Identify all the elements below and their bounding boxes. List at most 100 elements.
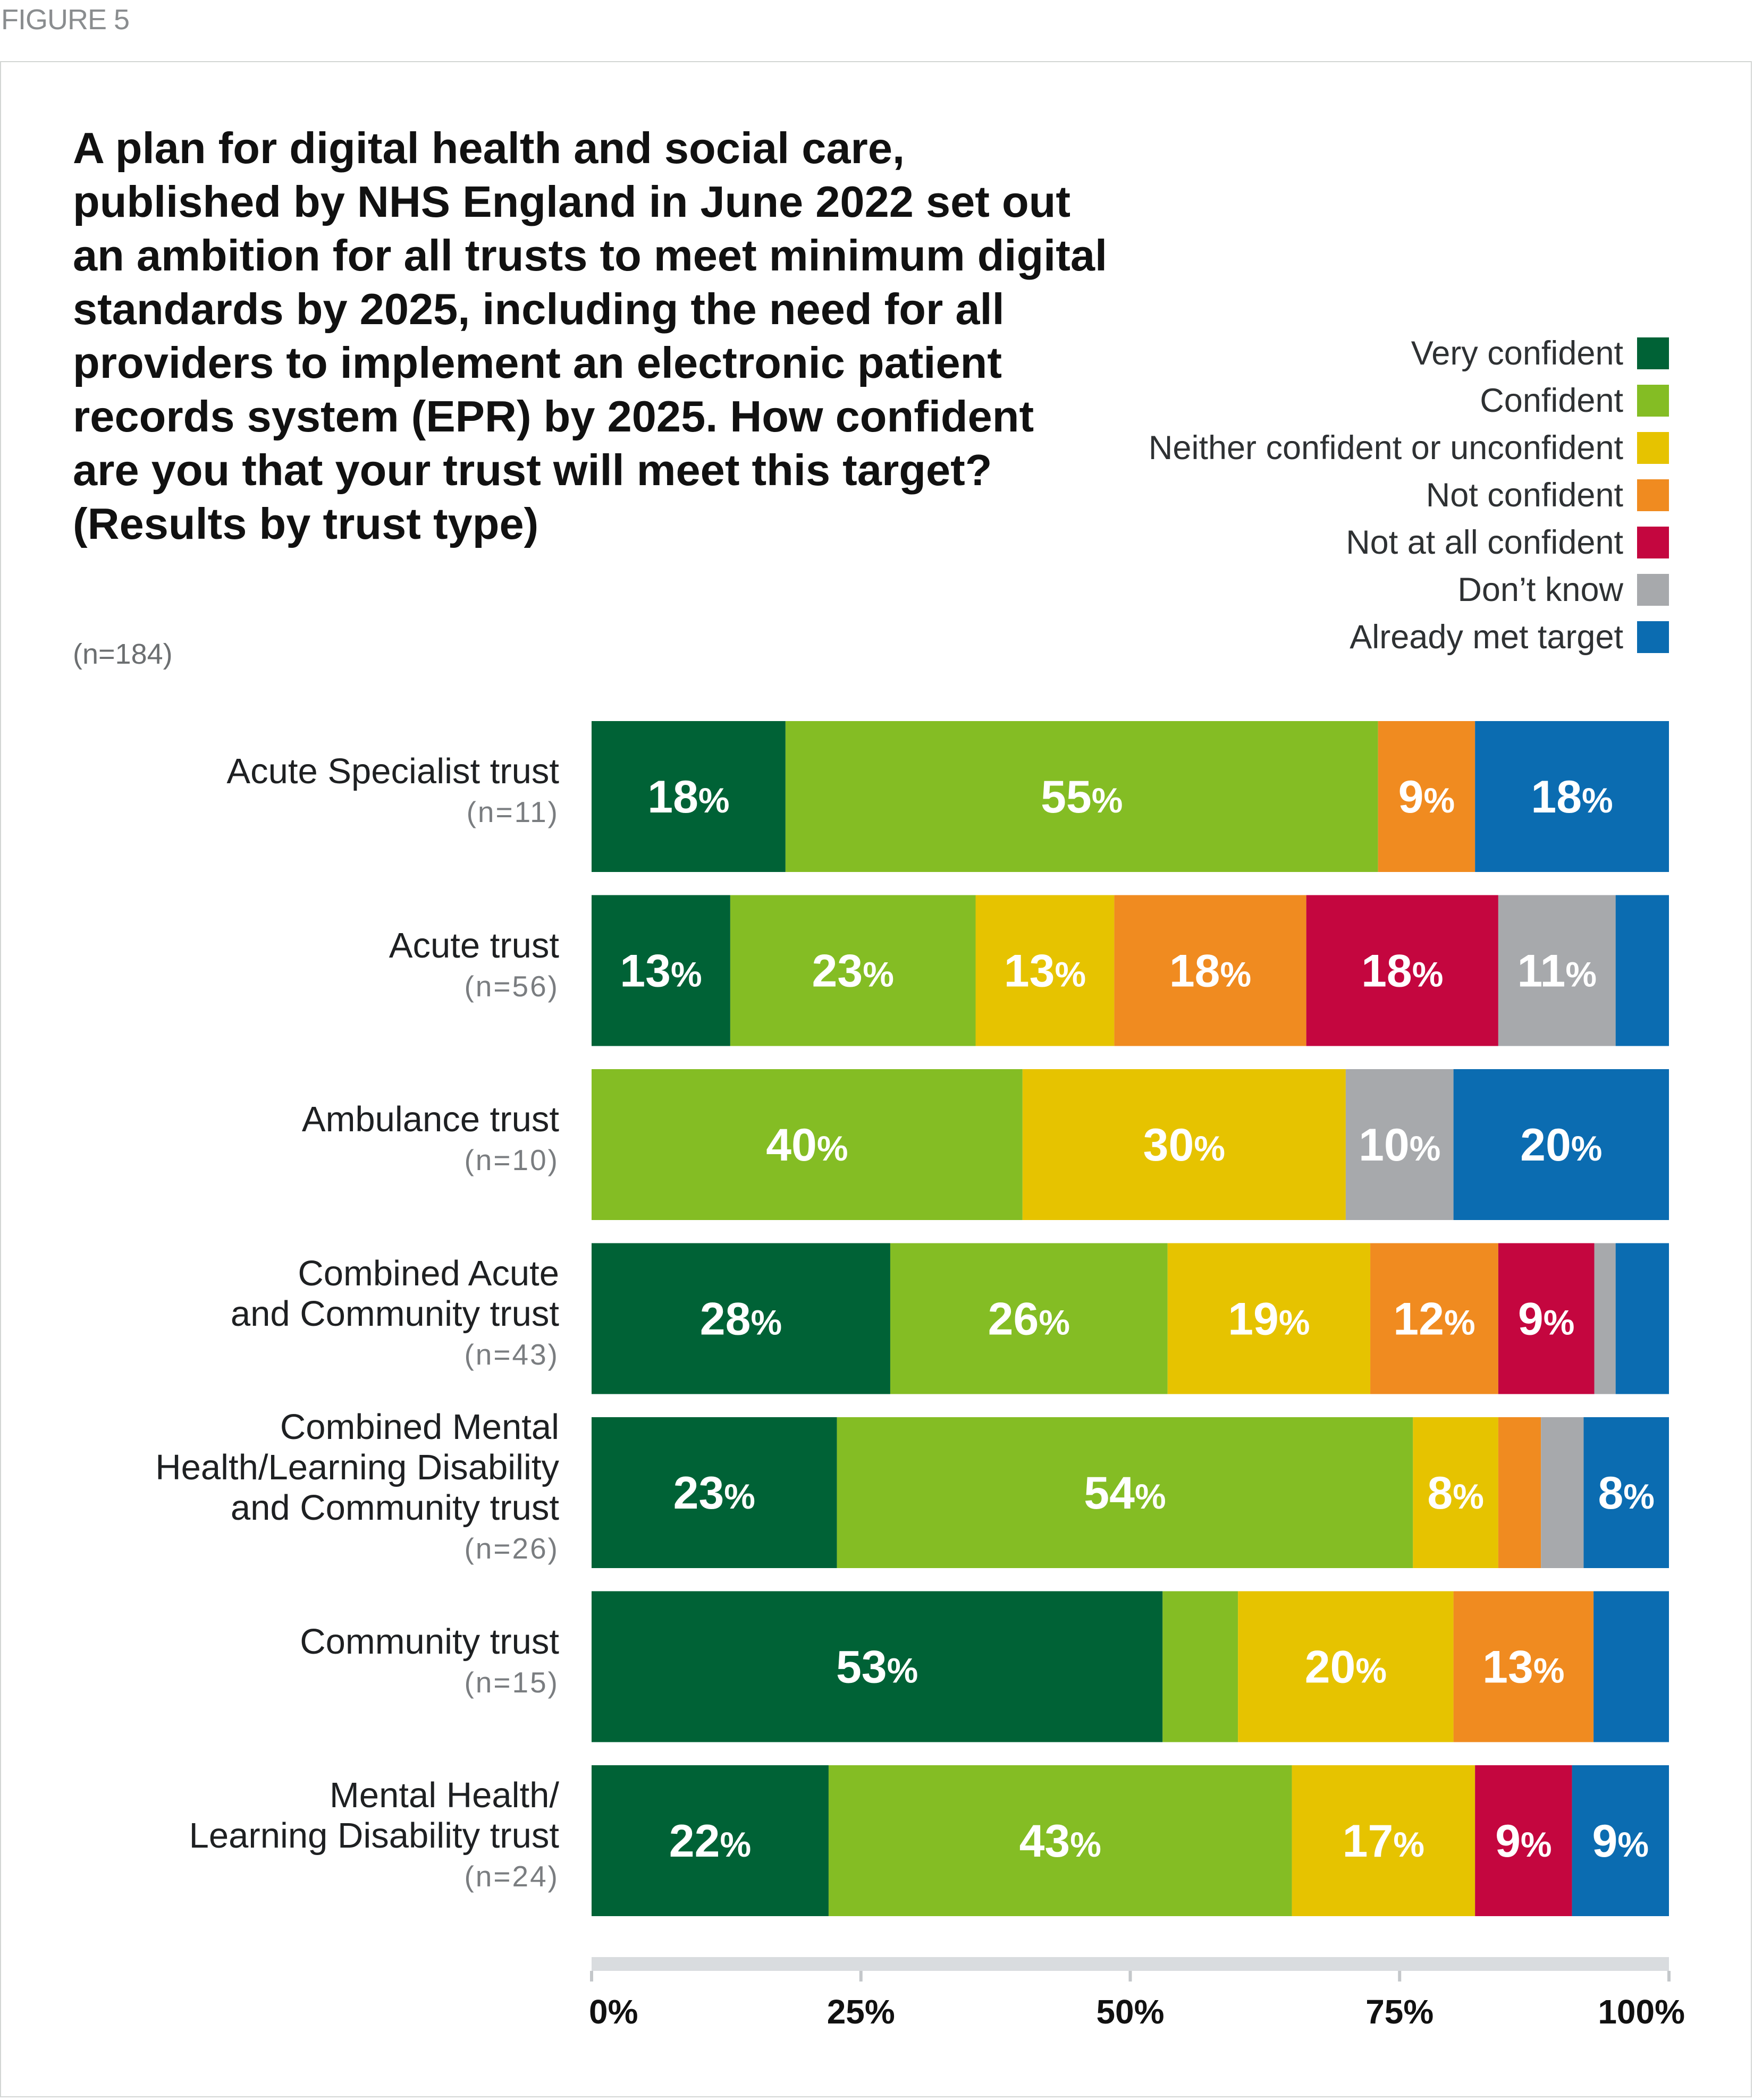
data-label: 9% — [1495, 1816, 1552, 1867]
category-label: Acute Specialist trust — [226, 751, 559, 791]
data-label: 19% — [1228, 1294, 1310, 1345]
data-label: 13% — [1004, 946, 1086, 997]
data-label: 17% — [1343, 1816, 1424, 1867]
x-tick-mark — [590, 1971, 593, 1982]
bar-segment — [592, 1765, 829, 1916]
data-label: 11% — [1517, 946, 1597, 997]
bar-segment — [1378, 721, 1475, 872]
category-sample-size: (n=24) — [464, 1860, 559, 1893]
x-tick-label: 50% — [1096, 1993, 1164, 2031]
data-label: 12% — [1393, 1294, 1475, 1345]
bar-segment — [1114, 895, 1306, 1046]
category-label: Combined Acute and Community trust — [230, 1253, 559, 1334]
data-label: 18% — [647, 772, 729, 823]
bar-segment — [592, 895, 730, 1046]
legend-swatch — [1637, 526, 1669, 558]
x-axis-line — [592, 1957, 1669, 1971]
category-label: Community trust — [300, 1621, 559, 1662]
category-sample-size: (n=43) — [464, 1337, 559, 1371]
bar-segment — [1167, 1243, 1371, 1394]
data-label: 54% — [1084, 1468, 1166, 1519]
data-label: 53% — [836, 1642, 918, 1693]
data-label: 9% — [1592, 1816, 1649, 1867]
bar-segment — [730, 895, 976, 1046]
data-label: 43% — [1019, 1816, 1101, 1867]
bar-segment — [1413, 1417, 1498, 1568]
data-label: 28% — [700, 1294, 782, 1345]
legend-item: Neither confident or unconfident — [1149, 424, 1669, 471]
bar-segment — [1475, 1765, 1572, 1916]
bar-segment — [1498, 1417, 1541, 1568]
data-label: 40% — [766, 1120, 848, 1171]
legend-item: Don’t know — [1149, 566, 1669, 613]
bar-segment — [837, 1417, 1413, 1568]
x-tick-label: 100% — [1598, 1993, 1685, 2031]
data-label: 8% — [1427, 1468, 1484, 1519]
data-label: 20% — [1305, 1642, 1387, 1693]
category-sample-size: (n=11) — [466, 795, 559, 828]
data-label: 13% — [1482, 1642, 1564, 1693]
sample-size-note: (n=184) — [73, 638, 173, 670]
data-label: 18% — [1361, 946, 1443, 997]
data-label: 22% — [669, 1816, 751, 1867]
data-label: 18% — [1169, 946, 1251, 997]
figure-label: FIGURE 5 — [1, 4, 130, 36]
legend-swatch — [1637, 573, 1669, 606]
bar-segment — [1370, 1243, 1498, 1394]
bar-segment — [785, 721, 1378, 872]
legend-label: Don’t know — [1457, 571, 1623, 608]
bar-segment — [890, 1243, 1168, 1394]
data-label: 55% — [1041, 772, 1123, 823]
bar-segment — [1453, 1069, 1669, 1220]
bar-segment — [1453, 1591, 1594, 1742]
bar-segment — [592, 721, 786, 872]
legend-swatch — [1637, 337, 1669, 369]
legend-item: Already met target — [1149, 613, 1669, 661]
data-label: 30% — [1143, 1120, 1225, 1171]
bar-segment — [1593, 1591, 1669, 1742]
figure-frame — [0, 61, 1752, 2097]
x-tick-mark — [1398, 1971, 1402, 1982]
legend-label: Not at all confident — [1346, 523, 1623, 561]
category-sample-size: (n=26) — [464, 1532, 559, 1565]
bar-segment — [592, 1069, 1023, 1220]
data-label: 10% — [1359, 1120, 1440, 1171]
data-label: 20% — [1520, 1120, 1602, 1171]
bar-segment — [1475, 721, 1669, 872]
x-tick-mark — [1128, 1971, 1132, 1982]
legend-label: Very confident — [1411, 334, 1623, 372]
x-tick-label: 0% — [589, 1993, 638, 2031]
bar-segment — [1022, 1069, 1346, 1220]
bar-segment — [828, 1765, 1292, 1916]
legend-swatch — [1637, 479, 1669, 511]
chart-title: A plan for digital health and social car… — [73, 123, 1108, 548]
bar-segment — [592, 1243, 890, 1394]
bar-segment — [1306, 895, 1498, 1046]
chart-legend: Very confident Confident Neither confident… — [1149, 329, 1669, 661]
data-label: 9% — [1518, 1294, 1575, 1345]
bar-segment — [975, 895, 1115, 1046]
legend-item: Very confident — [1149, 329, 1669, 377]
data-label: 8% — [1598, 1468, 1655, 1519]
data-label: 23% — [812, 946, 894, 997]
category-sample-size: (n=56) — [464, 969, 559, 1003]
bar-segment — [1583, 1417, 1669, 1568]
x-tick-mark — [1667, 1971, 1671, 1982]
x-tick-mark — [859, 1971, 863, 1982]
bar-segment — [1162, 1591, 1238, 1742]
data-label: 23% — [673, 1468, 755, 1519]
bar-segment — [592, 1417, 837, 1568]
legend-item: Confident — [1149, 377, 1669, 424]
bar-segment — [592, 1591, 1163, 1742]
bar-segment — [1615, 1243, 1669, 1394]
legend-swatch — [1637, 621, 1669, 653]
category-sample-size: (n=10) — [464, 1144, 559, 1176]
legend-label: Already met target — [1350, 618, 1623, 656]
legend-swatch — [1637, 384, 1669, 417]
category-label: Acute trust — [389, 925, 559, 966]
data-label: 9% — [1398, 772, 1455, 823]
legend-label: Not confident — [1426, 476, 1623, 514]
legend-item: Not at all confident — [1149, 519, 1669, 566]
bar-segment — [1594, 1243, 1616, 1394]
bar-segment — [1238, 1591, 1454, 1742]
